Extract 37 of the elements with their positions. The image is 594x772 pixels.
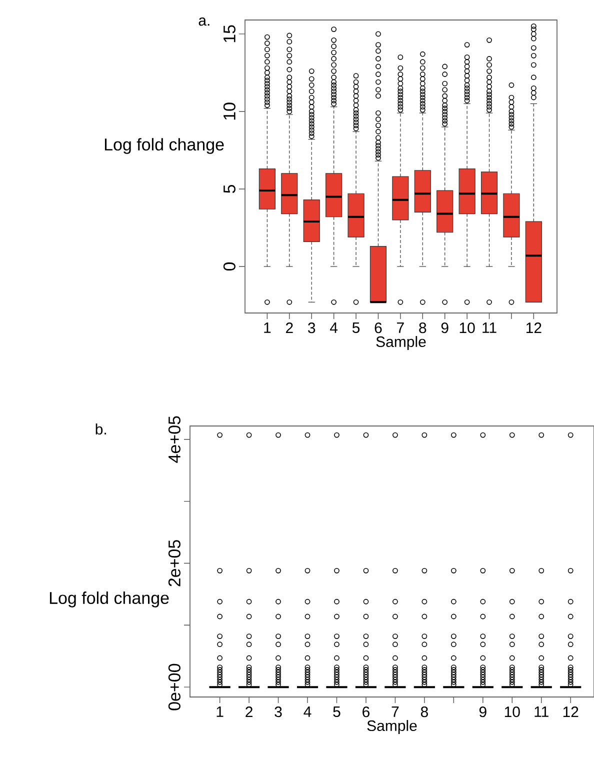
y-axis-title: Log fold change bbox=[104, 138, 224, 154]
x-tick-label: 7 bbox=[396, 322, 404, 333]
x-tick-label: 10 bbox=[504, 706, 520, 718]
y-tick-label: 4e+05 bbox=[168, 416, 180, 463]
y-axis-title: Log fold change bbox=[50, 592, 169, 608]
x-tick-label: 10 bbox=[460, 322, 475, 334]
x-tick-label: 4 bbox=[303, 706, 312, 717]
x-tick-label: 1 bbox=[216, 706, 224, 717]
chart-title: a. bbox=[198, 18, 210, 26]
x-tick-label: 9 bbox=[479, 706, 486, 718]
x-tick-label: 4 bbox=[330, 322, 338, 333]
x-tick-label: 2 bbox=[245, 706, 252, 717]
x-tick-label: 8 bbox=[420, 706, 428, 718]
x-tick-label: 12 bbox=[563, 706, 578, 717]
x-tick-label: 2 bbox=[286, 322, 293, 334]
x-tick-label: 3 bbox=[274, 706, 282, 718]
x-tick-label: 5 bbox=[332, 706, 340, 717]
x-tick-label: 3 bbox=[308, 322, 315, 334]
x-tick-label: 1 bbox=[264, 322, 270, 333]
x-tick-label: 6 bbox=[374, 322, 382, 334]
y-tick-label: 2e+05 bbox=[168, 540, 180, 586]
x-tick-label: 9 bbox=[441, 322, 448, 334]
x-axis-title: Sample bbox=[376, 336, 426, 350]
y-tick-label: 15 bbox=[223, 25, 236, 42]
x-tick-label: 11 bbox=[482, 322, 496, 333]
chart-title: b. bbox=[96, 424, 106, 435]
y-tick-label: 5 bbox=[223, 184, 236, 194]
x-tick-label: 11 bbox=[534, 706, 548, 717]
y-tick-label: 0e+00 bbox=[168, 664, 180, 710]
x-tick-label: 6 bbox=[362, 706, 370, 718]
y-tick-label: 10 bbox=[223, 102, 236, 120]
x-axis-title: Sample bbox=[367, 720, 417, 734]
x-tick-label: 5 bbox=[352, 322, 360, 333]
y-tick-label: 0 bbox=[223, 262, 236, 271]
x-tick-label: 12 bbox=[526, 322, 542, 334]
x-tick-label: 7 bbox=[392, 706, 398, 717]
x-tick-label: 8 bbox=[418, 322, 426, 334]
